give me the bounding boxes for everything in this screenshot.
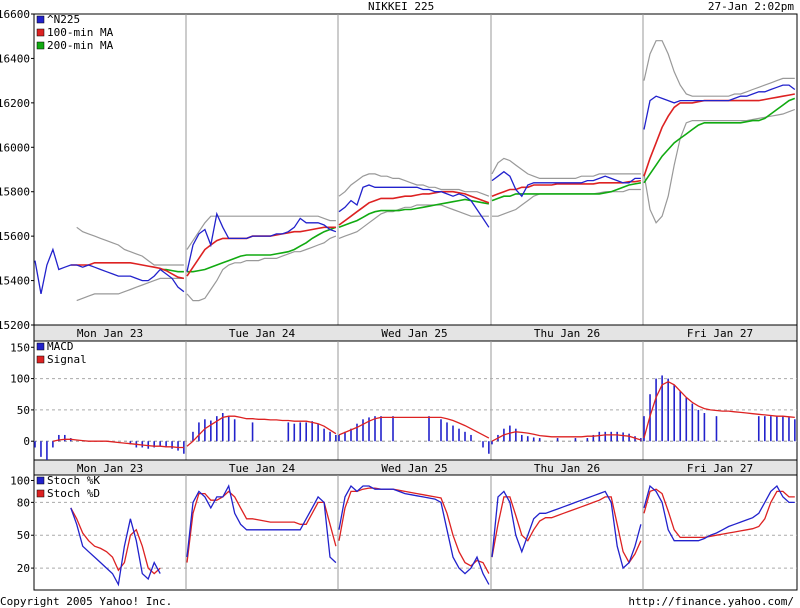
day-label: Wed Jan 25	[381, 462, 447, 475]
y-tick-label: 0	[23, 435, 30, 448]
day-label: Thu Jan 26	[534, 327, 600, 340]
day-label: Tue Jan 24	[229, 327, 296, 340]
stoch-d-line	[491, 496, 642, 564]
day-label: Tue Jan 24	[229, 462, 296, 475]
legend-swatch	[36, 342, 45, 351]
stoch-k-line	[643, 484, 795, 542]
y-tick-label: 100	[10, 373, 30, 386]
signal-line	[52, 438, 184, 449]
stoch-k-line	[186, 484, 337, 564]
legend-swatch	[36, 489, 45, 498]
upper-band-line	[643, 40, 795, 97]
signal-line	[643, 380, 795, 439]
y-tick-label: 15200	[0, 319, 30, 332]
y-tick-label: 50	[17, 529, 30, 542]
lower-band-line	[186, 235, 337, 302]
signal-line	[491, 431, 642, 442]
stoch-d-line	[186, 490, 337, 563]
source-url[interactable]: http://finance.yahoo.com/	[628, 595, 794, 608]
price-line	[491, 170, 641, 198]
y-tick-label: 16600	[0, 8, 30, 21]
stoch-k-line	[491, 490, 642, 570]
chart-title: NIKKEI 225	[368, 0, 435, 13]
y-tick-label: 16400	[0, 52, 30, 65]
copyright-text: Copyright 2005 Yahoo! Inc.	[0, 595, 173, 608]
legend-swatch	[36, 355, 45, 364]
ma200-line	[491, 182, 642, 202]
ma100-line	[186, 226, 336, 277]
y-tick-label: 16200	[0, 97, 30, 110]
upper-band-line	[338, 173, 490, 197]
ma200-line	[338, 198, 490, 229]
stoch-k-line	[338, 484, 490, 585]
y-tick-label: 16000	[0, 141, 30, 154]
stoch-d-line	[70, 507, 161, 575]
legend-swatch	[36, 28, 45, 37]
stoch-d-line	[338, 487, 490, 574]
panel-frame	[33, 474, 798, 591]
day-label: Thu Jan 26	[534, 462, 600, 475]
legend-label: Signal	[47, 353, 87, 366]
upper-band-line	[491, 157, 641, 179]
signal-line	[338, 416, 490, 439]
stoch-d-line	[643, 488, 795, 539]
day-label: Wed Jan 25	[381, 327, 447, 340]
legend-label: Stoch %K	[47, 474, 100, 487]
legend-label: ^N225	[47, 13, 80, 26]
ma100-line	[491, 179, 642, 197]
stoch-k-line	[70, 507, 161, 587]
lower-band-line	[643, 108, 796, 224]
ma200-line	[187, 226, 337, 273]
legend-label: MACD	[47, 340, 74, 353]
day-label: Mon Jan 23	[77, 462, 143, 475]
ma100-line	[338, 190, 490, 226]
y-tick-label: 50	[17, 404, 30, 417]
lower-band-line	[338, 204, 489, 239]
signal-line	[186, 415, 337, 447]
panel-frame	[33, 13, 798, 326]
y-tick-label: 80	[17, 496, 30, 509]
day-label: Mon Jan 23	[77, 327, 143, 340]
ma200-line	[643, 97, 796, 184]
legend-swatch	[36, 476, 45, 485]
price-line	[643, 84, 796, 130]
legend-swatch	[36, 15, 45, 24]
legend-label: Stoch %D	[47, 487, 100, 500]
upper-band-line	[186, 215, 336, 250]
legend-label: 100-min MA	[47, 26, 114, 39]
legend-swatch	[36, 41, 45, 50]
day-label: Fri Jan 27	[687, 462, 753, 475]
chart-timestamp: 27-Jan 2:02pm	[707, 0, 794, 13]
price-line	[186, 211, 337, 272]
day-label: Fri Jan 27	[687, 327, 753, 340]
y-tick-label: 100	[10, 474, 30, 487]
y-tick-label: 15800	[0, 186, 30, 199]
legend-label: 200-min MA	[47, 39, 114, 52]
ma100-line	[70, 261, 185, 280]
ma100-line	[643, 93, 795, 177]
y-tick-label: 150	[10, 341, 30, 354]
price-line	[338, 184, 490, 228]
upper-band-line	[76, 226, 184, 266]
y-tick-label: 20	[17, 562, 30, 575]
y-tick-label: 15400	[0, 275, 30, 288]
lower-band-line	[76, 277, 184, 302]
price-line	[34, 247, 185, 295]
y-tick-label: 15600	[0, 230, 30, 243]
